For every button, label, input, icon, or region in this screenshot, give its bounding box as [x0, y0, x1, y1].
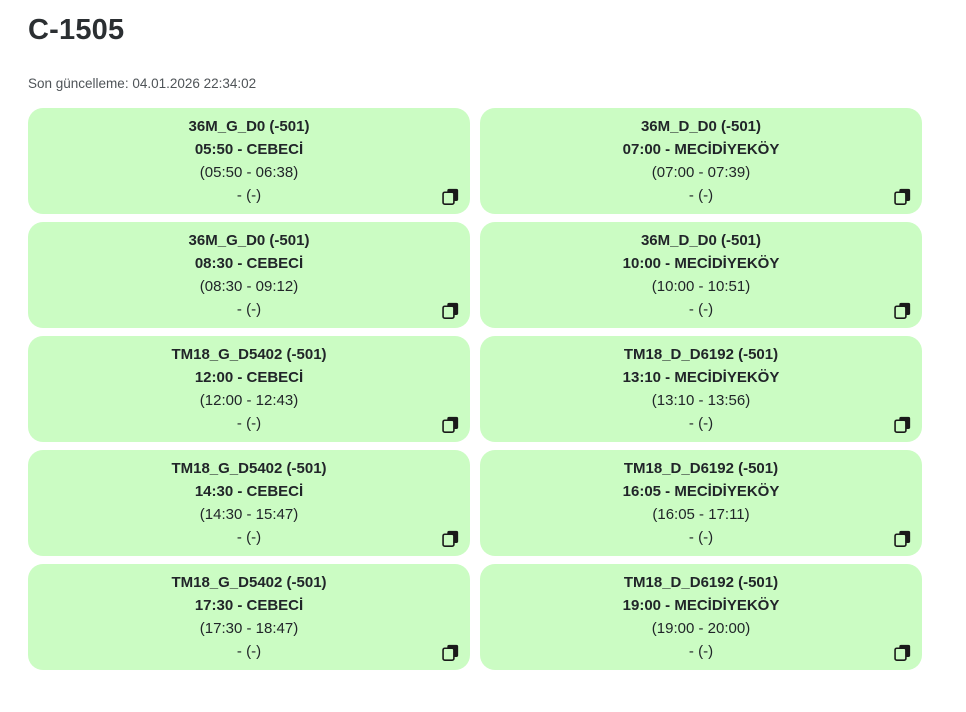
trip-time-range: (19:00 - 20:00): [651, 620, 751, 637]
trip-time-range: (08:30 - 09:12): [199, 278, 299, 295]
trip-extra: - (-): [236, 187, 262, 204]
trip-departure-label: 14:30 - CEBECİ: [194, 483, 304, 500]
trip-card: TM18_D_D6192 (-501) 16:05 - MECİDİYEKÖY …: [480, 450, 922, 556]
trip-card: 36M_D_D0 (-501) 10:00 - MECİDİYEKÖY (10:…: [480, 222, 922, 328]
trip-departure-label: 16:05 - MECİDİYEKÖY: [622, 483, 780, 500]
copy-icon: [441, 302, 458, 319]
trip-departure-label: 07:00 - MECİDİYEKÖY: [622, 141, 780, 158]
last-updated-text: Son güncelleme: 04.01.2026 22:34:02: [28, 76, 257, 91]
trip-block-label: 36M_G_D0 (-501): [188, 232, 310, 249]
copy-button[interactable]: [441, 187, 459, 205]
trip-time-range: (10:00 - 10:51): [651, 278, 751, 295]
trip-card: 36M_G_D0 (-501) 05:50 - CEBECİ (05:50 - …: [28, 108, 470, 214]
copy-button[interactable]: [893, 301, 911, 319]
copy-icon: [441, 188, 458, 205]
trip-card: 36M_G_D0 (-501) 08:30 - CEBECİ (08:30 - …: [28, 222, 470, 328]
trip-card: 36M_D_D0 (-501) 07:00 - MECİDİYEKÖY (07:…: [480, 108, 922, 214]
copy-button[interactable]: [441, 415, 459, 433]
copy-icon: [893, 530, 910, 547]
trip-extra: - (-): [236, 529, 262, 546]
trip-block-label: TM18_G_D5402 (-501): [171, 460, 327, 477]
copy-button[interactable]: [441, 643, 459, 661]
trip-departure-label: 05:50 - CEBECİ: [194, 141, 304, 158]
copy-icon: [893, 644, 910, 661]
page-title: C-1505: [28, 14, 125, 46]
trip-block-label: TM18_D_D6192 (-501): [623, 346, 779, 363]
copy-icon: [441, 416, 458, 433]
trip-departure-label: 12:00 - CEBECİ: [194, 369, 304, 386]
trip-extra: - (-): [688, 529, 714, 546]
trip-extra: - (-): [236, 643, 262, 660]
trip-card: TM18_D_D6192 (-501) 13:10 - MECİDİYEKÖY …: [480, 336, 922, 442]
trip-block-label: 36M_D_D0 (-501): [640, 118, 762, 135]
trip-time-range: (16:05 - 17:11): [652, 506, 750, 523]
trip-departure-label: 17:30 - CEBECİ: [194, 597, 304, 614]
trip-departure-label: 10:00 - MECİDİYEKÖY: [622, 255, 780, 272]
trip-time-range: (13:10 - 13:56): [651, 392, 751, 409]
copy-button[interactable]: [893, 187, 911, 205]
copy-button[interactable]: [893, 415, 911, 433]
trip-departure-label: 08:30 - CEBECİ: [194, 255, 304, 272]
trip-card-grid: 36M_G_D0 (-501) 05:50 - CEBECİ (05:50 - …: [28, 108, 922, 670]
copy-icon: [893, 302, 910, 319]
trip-time-range: (12:00 - 12:43): [199, 392, 299, 409]
trip-extra: - (-): [688, 643, 714, 660]
trip-departure-label: 19:00 - MECİDİYEKÖY: [622, 597, 780, 614]
copy-icon: [441, 644, 458, 661]
trip-block-label: TM18_D_D6192 (-501): [623, 574, 779, 591]
trip-block-label: TM18_G_D5402 (-501): [171, 346, 327, 363]
trip-time-range: (14:30 - 15:47): [199, 506, 299, 523]
trip-extra: - (-): [688, 301, 714, 318]
trip-card: TM18_D_D6192 (-501) 19:00 - MECİDİYEKÖY …: [480, 564, 922, 670]
copy-icon: [893, 416, 910, 433]
trip-card: TM18_G_D5402 (-501) 12:00 - CEBECİ (12:0…: [28, 336, 470, 442]
trip-time-range: (07:00 - 07:39): [651, 164, 751, 181]
trip-extra: - (-): [688, 415, 714, 432]
trip-card: TM18_G_D5402 (-501) 17:30 - CEBECİ (17:3…: [28, 564, 470, 670]
trip-block-label: TM18_G_D5402 (-501): [171, 574, 327, 591]
copy-button[interactable]: [441, 529, 459, 547]
trip-card: TM18_G_D5402 (-501) 14:30 - CEBECİ (14:3…: [28, 450, 470, 556]
copy-button[interactable]: [893, 529, 911, 547]
copy-button[interactable]: [893, 643, 911, 661]
schedule-page: C-1505 Son güncelleme: 04.01.2026 22:34:…: [28, 14, 922, 670]
copy-icon: [893, 188, 910, 205]
trip-extra: - (-): [236, 301, 262, 318]
trip-extra: - (-): [236, 415, 262, 432]
copy-button[interactable]: [441, 301, 459, 319]
trip-block-label: 36M_D_D0 (-501): [640, 232, 762, 249]
trip-time-range: (05:50 - 06:38): [199, 164, 299, 181]
copy-icon: [441, 530, 458, 547]
trip-block-label: TM18_D_D6192 (-501): [623, 460, 779, 477]
trip-departure-label: 13:10 - MECİDİYEKÖY: [622, 369, 780, 386]
trip-block-label: 36M_G_D0 (-501): [188, 118, 310, 135]
trip-extra: - (-): [688, 187, 714, 204]
trip-time-range: (17:30 - 18:47): [199, 620, 299, 637]
